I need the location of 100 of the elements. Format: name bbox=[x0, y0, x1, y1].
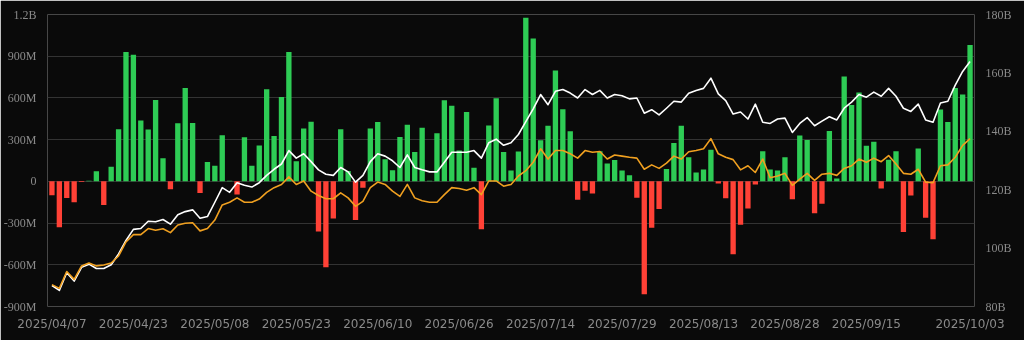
bar bbox=[441, 100, 448, 182]
bar bbox=[922, 181, 929, 218]
y2-tick-label: 80B bbox=[985, 299, 1006, 314]
x-tick-label: 2025/04/23 bbox=[98, 316, 168, 331]
line-series bbox=[51, 60, 971, 292]
bar bbox=[723, 181, 729, 199]
bar bbox=[574, 181, 581, 200]
bar bbox=[308, 121, 314, 182]
bar bbox=[937, 109, 944, 182]
bar bbox=[397, 137, 403, 182]
x-tick-label: 2025/08/13 bbox=[668, 316, 739, 331]
bar bbox=[271, 135, 277, 182]
x-tick-label: 2025/06/10 bbox=[343, 316, 413, 331]
bar bbox=[130, 54, 137, 182]
bar bbox=[101, 181, 107, 205]
bar bbox=[182, 88, 188, 182]
bar bbox=[893, 151, 899, 182]
bar bbox=[456, 150, 462, 182]
bar bbox=[115, 129, 122, 182]
y-tick-label: 600M bbox=[7, 90, 37, 105]
bar bbox=[737, 181, 744, 225]
bar bbox=[523, 17, 529, 182]
bar bbox=[197, 181, 203, 193]
bar bbox=[256, 145, 262, 182]
bar bbox=[686, 157, 692, 182]
bar bbox=[419, 127, 425, 182]
y2-tick-label: 180B bbox=[985, 7, 1012, 22]
bar bbox=[856, 92, 862, 182]
y-tick-label: -600M bbox=[3, 257, 37, 272]
bar bbox=[56, 181, 63, 228]
bar bbox=[811, 181, 818, 214]
line-series bbox=[51, 137, 971, 290]
bar bbox=[471, 167, 477, 182]
y-tick-label: 900M bbox=[7, 49, 37, 64]
bar bbox=[560, 109, 566, 182]
bar bbox=[264, 89, 270, 182]
bar bbox=[93, 171, 100, 182]
x-tick-label: 2025/04/07 bbox=[17, 316, 87, 331]
bar bbox=[708, 149, 714, 182]
bar bbox=[449, 105, 455, 182]
bar bbox=[241, 137, 248, 182]
y-tick-label: 0 bbox=[30, 174, 37, 189]
bar bbox=[382, 159, 388, 182]
bar bbox=[71, 181, 77, 203]
bar bbox=[212, 165, 218, 182]
x-tick-label: 2025/09/15 bbox=[831, 316, 901, 331]
x-tick-label: 2025/05/08 bbox=[180, 316, 250, 331]
bar bbox=[715, 181, 721, 184]
x-tick-label: 2025/05/23 bbox=[261, 316, 331, 331]
bar bbox=[463, 112, 470, 182]
bar bbox=[649, 181, 655, 228]
bar bbox=[619, 170, 625, 182]
bar bbox=[493, 98, 499, 182]
bar bbox=[908, 181, 914, 196]
y2-tick-label: 160B bbox=[985, 65, 1012, 80]
y2-tick-label: 140B bbox=[985, 124, 1012, 139]
bar bbox=[145, 129, 151, 182]
bar bbox=[389, 170, 396, 182]
x-tick-label: 2025/06/26 bbox=[424, 316, 494, 331]
bar bbox=[589, 181, 596, 194]
bar bbox=[500, 151, 507, 182]
bar bbox=[545, 125, 551, 182]
bar bbox=[597, 151, 603, 182]
bar bbox=[567, 131, 573, 182]
bar bbox=[508, 170, 514, 182]
bar bbox=[967, 45, 973, 182]
bar bbox=[138, 120, 144, 182]
y-tick-label: -300M bbox=[3, 216, 37, 231]
bar bbox=[123, 52, 129, 182]
bar bbox=[323, 181, 329, 268]
bar bbox=[885, 159, 892, 182]
bar bbox=[745, 181, 751, 209]
bar bbox=[959, 94, 966, 182]
x-tick-label: 2025/07/29 bbox=[587, 316, 657, 331]
y-tick-label: 1.2B bbox=[13, 7, 37, 22]
bar bbox=[360, 181, 366, 188]
y2-tick-label: 100B bbox=[985, 241, 1012, 256]
bar bbox=[160, 158, 166, 182]
bar bbox=[219, 135, 225, 182]
bar bbox=[671, 142, 677, 182]
bar bbox=[604, 163, 610, 182]
bar bbox=[752, 181, 758, 185]
bar bbox=[848, 105, 855, 182]
y-tick-label: 300M bbox=[7, 132, 37, 147]
bar bbox=[49, 181, 55, 196]
bar bbox=[330, 181, 336, 219]
bar bbox=[315, 181, 322, 232]
bar bbox=[626, 175, 633, 182]
bar bbox=[826, 130, 833, 182]
bar bbox=[900, 181, 907, 232]
bar bbox=[204, 162, 211, 182]
bar bbox=[656, 181, 662, 209]
bar bbox=[338, 129, 344, 182]
bar bbox=[249, 165, 255, 182]
bar bbox=[693, 172, 699, 182]
bar bbox=[730, 181, 736, 255]
bar bbox=[293, 161, 299, 182]
bar bbox=[611, 159, 618, 182]
bar bbox=[189, 123, 196, 182]
bar bbox=[434, 133, 440, 182]
